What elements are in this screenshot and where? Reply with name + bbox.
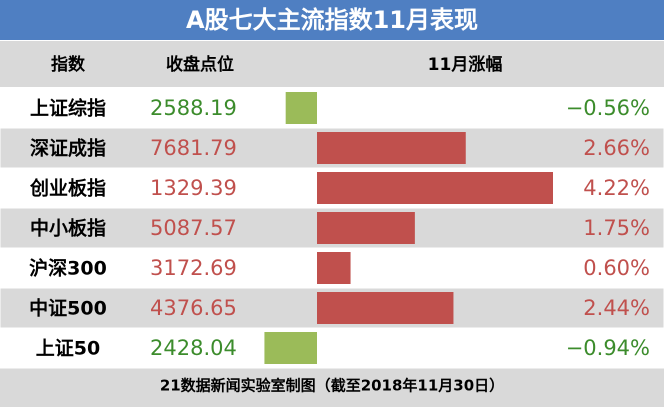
bar (317, 252, 351, 284)
source-note: 21数据新闻实验室制图（截至2018年11月30日） (160, 377, 504, 395)
row-background (0, 327, 664, 369)
column-header: 指数 (51, 54, 86, 75)
close-value: 7681.79 (150, 136, 237, 160)
bar (285, 92, 317, 124)
bar (264, 332, 317, 364)
close-value: 2588.19 (150, 96, 237, 120)
column-header: 11月涨幅 (428, 54, 503, 75)
bar (317, 172, 553, 204)
bar (317, 212, 415, 244)
index-name: 上证综指 (30, 97, 106, 120)
value-label: 4.22% (583, 176, 650, 200)
close-value: 4376.65 (150, 296, 237, 320)
value-label: 2.44% (583, 296, 650, 320)
value-label: 2.66% (583, 136, 650, 160)
close-value: 2428.04 (150, 336, 237, 360)
index-name: 中证500 (29, 297, 107, 320)
footer-bar (0, 367, 664, 407)
value-label: −0.94% (566, 336, 650, 360)
index-name: 沪深300 (29, 257, 107, 280)
close-value: 3172.69 (150, 256, 237, 280)
column-header: 收盘点位 (166, 54, 234, 75)
value-label: 1.75% (583, 216, 650, 240)
index-name: 中小板指 (30, 217, 106, 240)
value-label: −0.56% (566, 96, 650, 120)
index-name: 深证成指 (30, 137, 106, 160)
bar (317, 292, 454, 324)
index-name: 上证50 (36, 338, 100, 360)
bar (317, 132, 466, 164)
chart-title: A股七大主流指数11月表现 (186, 6, 478, 34)
header-row (0, 41, 664, 87)
close-value: 5087.57 (150, 216, 237, 240)
close-value: 1329.39 (150, 176, 237, 200)
row-background (0, 87, 664, 129)
title-bar (0, 0, 664, 40)
index-name: 创业板指 (29, 177, 106, 200)
value-label: 0.60% (583, 256, 650, 280)
